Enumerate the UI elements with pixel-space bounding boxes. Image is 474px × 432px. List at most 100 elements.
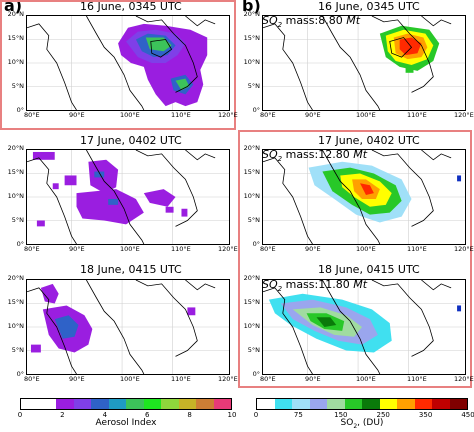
x-tick-label: 80°E	[24, 245, 40, 253]
panel-a1-map	[26, 15, 230, 111]
panel-b3-map	[262, 279, 466, 375]
colorbar-tick-label: 10	[227, 411, 237, 419]
y-tick-label: 10°N	[7, 192, 24, 200]
y-tick-label: 0°	[252, 370, 260, 378]
x-tick-label: 110°E	[171, 245, 191, 253]
so2-colorbar	[256, 398, 468, 410]
colorbar-segment	[414, 399, 432, 409]
y-tick-label: 20°N	[7, 274, 24, 282]
y-tick-label: 20°N	[243, 144, 260, 152]
x-tick-label: 90°E	[305, 111, 321, 119]
y-tick-label: 10°N	[243, 192, 260, 200]
x-tick-label: 90°E	[305, 375, 321, 383]
colorbar-tick-label: 250	[376, 411, 390, 419]
colorbar-segment	[327, 399, 345, 409]
x-tick-label: 120°E	[218, 245, 238, 253]
y-tick-label: 15°N	[7, 168, 24, 176]
y-tick-label: 10°N	[7, 322, 24, 330]
colorbar-segment	[362, 399, 380, 409]
aerosol-plume	[32, 151, 188, 227]
so2-plume	[268, 293, 392, 353]
x-tick-label: 110°E	[171, 375, 191, 383]
y-tick-label: 15°N	[7, 298, 24, 306]
y-tick-label: 5°N	[11, 216, 24, 224]
colorbar-segment	[432, 399, 450, 409]
panel-a3-map	[26, 279, 230, 375]
colorbar-tick-label: 0	[253, 411, 259, 419]
colorbar-segment	[143, 399, 161, 409]
aerosol-colorbar	[20, 398, 232, 410]
colorbar-tick-label: 6	[144, 411, 150, 419]
x-tick-label: 100°E	[120, 111, 140, 119]
coastline	[27, 16, 216, 110]
colorbar-segment	[38, 399, 56, 409]
y-tick-label: 10°N	[243, 58, 260, 66]
y-tick-label: 20°N	[243, 10, 260, 18]
colorbar-segment	[161, 399, 179, 409]
y-tick-label: 0°	[16, 106, 24, 114]
x-tick-label: 80°E	[260, 111, 276, 119]
y-tick-label: 5°N	[247, 82, 260, 90]
colorbar-segment	[344, 399, 362, 409]
colorbar-segment	[21, 399, 39, 409]
x-tick-label: 120°E	[218, 111, 238, 119]
y-tick-label: 20°N	[243, 274, 260, 282]
so2-plume	[308, 161, 412, 223]
panel-b1-map	[262, 15, 466, 111]
colorbar-segment	[91, 399, 109, 409]
y-tick-label: 0°	[252, 240, 260, 248]
x-tick-label: 90°E	[69, 245, 85, 253]
aerosol-colorbar-label: Aerosol Index	[95, 418, 157, 428]
x-tick-label: 100°E	[120, 375, 140, 383]
colorbar-segment	[73, 399, 91, 409]
panel-label-b: b)	[242, 0, 261, 15]
colorbar-segment	[292, 399, 310, 409]
panel-b1-title: 16 June, 0345 UTC	[318, 0, 420, 13]
y-tick-label: 15°N	[243, 168, 260, 176]
y-tick-label: 5°N	[247, 216, 260, 224]
x-tick-label: 110°E	[407, 375, 427, 383]
colorbar-tick-label: 2	[60, 411, 65, 419]
x-tick-label: 120°E	[454, 111, 474, 119]
x-tick-label: 80°E	[24, 111, 40, 119]
y-tick-label: 20°N	[7, 144, 24, 152]
x-tick-label: 100°E	[356, 245, 376, 253]
colorbar-segment	[213, 399, 231, 409]
x-tick-label: 110°E	[171, 111, 191, 119]
y-tick-label: 5°N	[247, 346, 260, 354]
colorbar-segment	[397, 399, 415, 409]
x-tick-label: 120°E	[218, 375, 238, 383]
colorbar-segment	[257, 399, 275, 409]
y-tick-label: 0°	[16, 240, 24, 248]
panel-a2-map	[26, 149, 230, 245]
y-tick-label: 10°N	[243, 322, 260, 330]
y-tick-label: 10°N	[7, 58, 24, 66]
colorbar-tick-label: 0	[17, 411, 23, 419]
y-tick-label: 0°	[16, 370, 24, 378]
panel-b1-so2-mass: SO2 mass:8.80 Mt	[262, 14, 361, 30]
colorbar-tick-label: 350	[418, 411, 433, 419]
x-tick-label: 80°E	[260, 375, 276, 383]
colorbar-tick-label: 150	[334, 411, 348, 419]
panel-a1-title: 16 June, 0345 UTC	[80, 0, 182, 13]
y-tick-label: 15°N	[243, 298, 260, 306]
x-tick-label: 80°E	[24, 375, 40, 383]
colorbar-segment	[449, 399, 467, 409]
colorbar-tick-label: 8	[187, 411, 192, 419]
panel-b2-map	[262, 149, 466, 245]
colorbar-segment	[379, 399, 397, 409]
colorbar-tick-label: 4	[102, 411, 108, 419]
colorbar-segment	[274, 399, 292, 409]
x-tick-label: 110°E	[407, 111, 427, 119]
panel-b3-title: 18 June, 0415 UTC	[318, 263, 420, 276]
highlight-frame-a1	[0, 0, 236, 130]
aerosol-plume	[30, 283, 196, 353]
panel-a2-title: 17 June, 0402 UTC	[80, 134, 182, 147]
colorbar-segment	[126, 399, 144, 409]
colorbar-segment	[108, 399, 126, 409]
colorbar-tick-label: 75	[293, 411, 303, 419]
x-tick-label: 100°E	[356, 375, 376, 383]
y-tick-label: 15°N	[243, 34, 260, 42]
panel-b2-so2-mass: SO2 mass:12.80 Mt	[262, 148, 368, 164]
blue-marker	[457, 175, 462, 182]
